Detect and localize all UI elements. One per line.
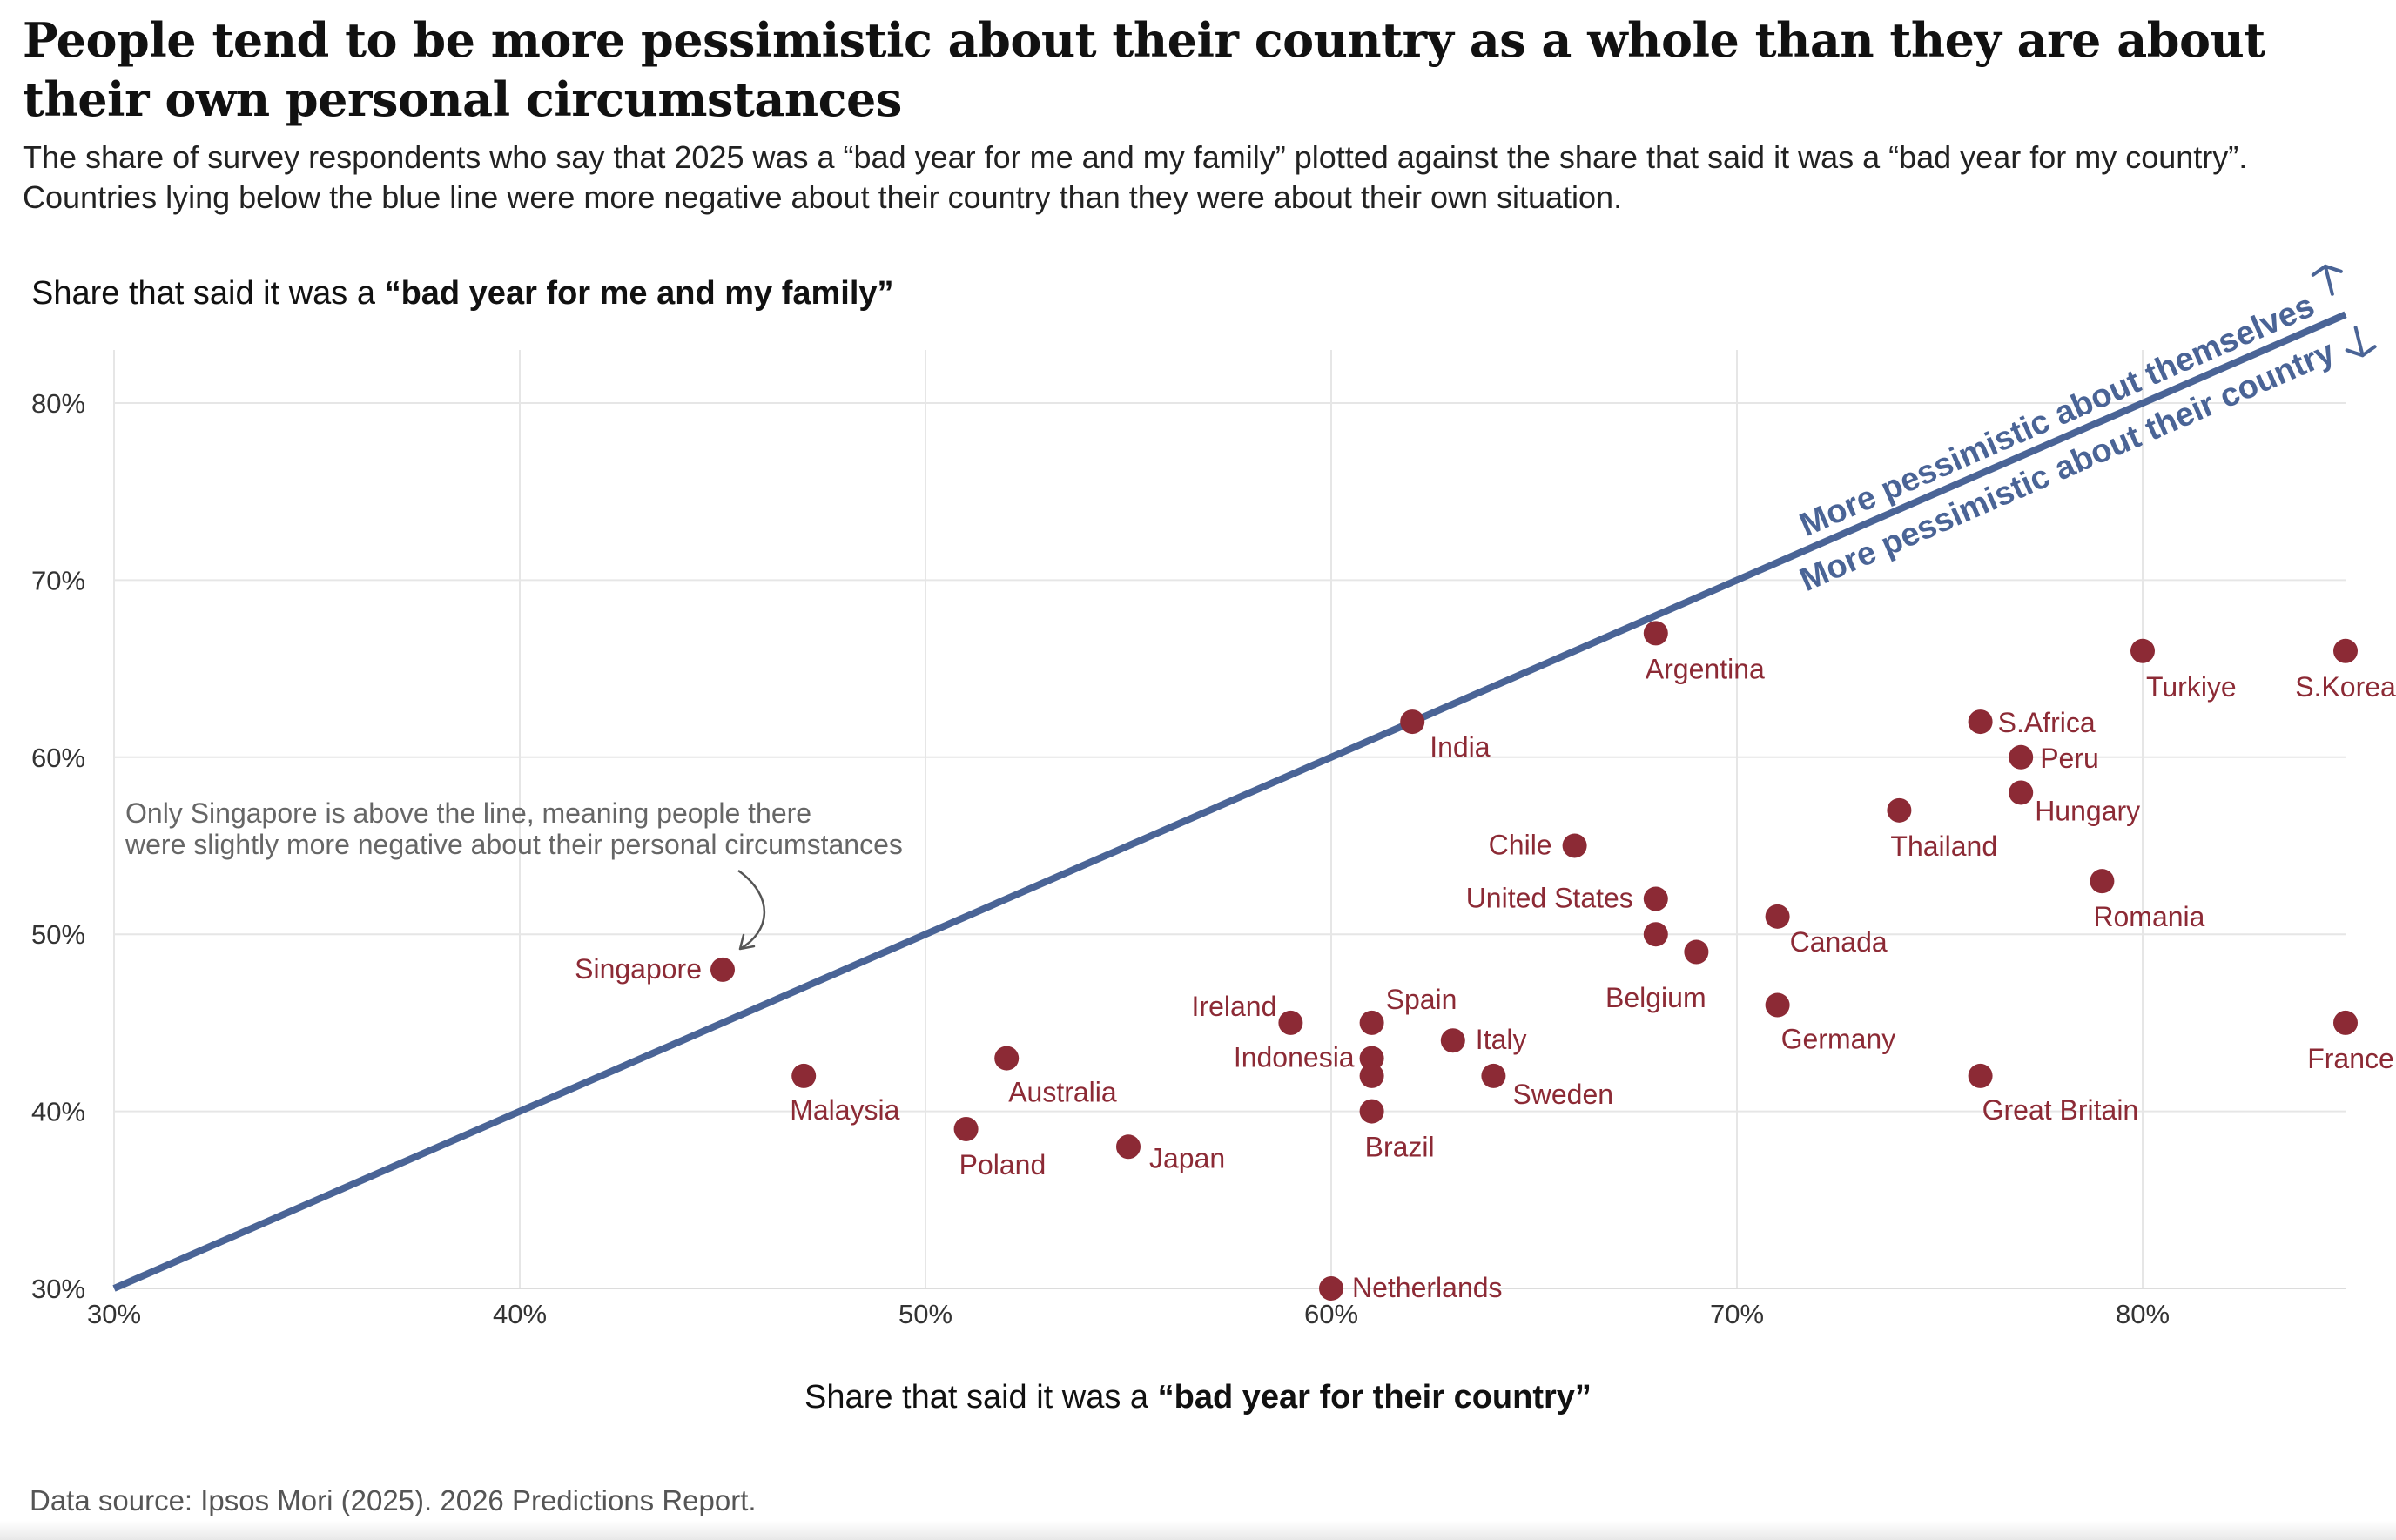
point-label: Hungary [2035, 795, 2140, 826]
point-label: S.Korea [2295, 671, 2396, 703]
annotation-arrowhead [738, 933, 756, 951]
data-point [2130, 638, 2155, 663]
y-tick-label: 40% [31, 1097, 85, 1127]
point-label: Australia [1008, 1077, 1117, 1108]
y-axis-title-prefix: Share that said it was a [31, 275, 385, 312]
x-tick-label: 60% [1304, 1299, 1358, 1329]
x-tick-label: 70% [1710, 1299, 1764, 1329]
point-label: Turkiye [2146, 671, 2237, 703]
data-point [1643, 621, 1668, 646]
x-tick-label: 80% [2116, 1299, 2170, 1329]
point-label: Argentina [1646, 653, 1765, 684]
data-point [1481, 1063, 1506, 1088]
data-point [1643, 886, 1668, 911]
x-tick-label: 30% [87, 1299, 141, 1329]
point-label: Belgium [1605, 982, 1706, 1013]
y-axis-title-bold: “bad year for me and my family” [384, 275, 894, 312]
data-point [1116, 1134, 1141, 1160]
data-point [1359, 1099, 1384, 1124]
point-label: Indonesia [1234, 1042, 1355, 1073]
point-label: Ireland [1192, 991, 1277, 1022]
y-tick-label: 30% [31, 1274, 85, 1304]
point-label: Netherlands [1352, 1272, 1503, 1303]
chart-title: People tend to be more pessimistic about… [23, 12, 2265, 127]
y-tick-label: 50% [31, 919, 85, 950]
data-point [1968, 1063, 1993, 1088]
data-point [1359, 1046, 1384, 1071]
annotation-text: Only Singapore is above the line, meanin… [125, 797, 811, 829]
point-label: Singapore [575, 953, 702, 985]
data-point [2333, 1010, 2358, 1035]
data-point [1359, 1010, 1384, 1035]
data-point [1765, 992, 1790, 1018]
data-point [2009, 780, 2034, 805]
point-label: Brazil [1365, 1132, 1435, 1163]
x-tick-label: 40% [493, 1299, 547, 1329]
annotation-text: were slightly more negative about their … [125, 829, 903, 860]
point-label: India [1430, 731, 1491, 763]
data-point [1765, 904, 1790, 929]
data-point [2009, 744, 2034, 770]
data-point [1887, 797, 1912, 823]
point-label: S.Africa [1998, 707, 2096, 738]
data-point [1319, 1276, 1343, 1301]
x-axis-title-bold: “bad year for their country” [1157, 1379, 1592, 1416]
data-point [1643, 922, 1668, 947]
diagonal-label-country: More pessimistic about their country [1794, 333, 2339, 599]
diagonal-label-themselves: More pessimistic about themselves [1794, 287, 2319, 543]
chart-subtitle: The share of survey respondents who say … [23, 139, 2248, 215]
point-label: Canada [1790, 926, 1888, 958]
point-label: Spain [1386, 984, 1457, 1015]
point-label: France [2307, 1043, 2394, 1074]
data-point [994, 1046, 1020, 1071]
point-label: Peru [2040, 743, 2099, 774]
data-point [1562, 833, 1587, 858]
point-label: Italy [1476, 1024, 1527, 1055]
y-tick-label: 70% [31, 565, 85, 595]
annotation-arrow [737, 869, 766, 951]
data-point [1968, 709, 1993, 735]
y-tick-label: 60% [31, 743, 85, 773]
data-point [953, 1116, 979, 1141]
point-label: Romania [2093, 901, 2204, 932]
bottom-edge [0, 1521, 2396, 1540]
data-point [1278, 1010, 1303, 1035]
point-label: Malaysia [790, 1094, 899, 1126]
y-axis-title: Share that said it was a “bad year for m… [31, 275, 894, 313]
data-point [1400, 709, 1425, 735]
point-label: Great Britain [1982, 1094, 2139, 1126]
point-label: Thailand [1890, 831, 1997, 862]
point-label: Chile [1489, 830, 1552, 861]
x-axis-title-prefix: Share that said it was a [804, 1379, 1158, 1416]
point-label: Germany [1781, 1024, 1896, 1055]
data-source: Data source: Ipsos Mori (2025). 2026 Pre… [30, 1484, 757, 1516]
arrow-up-icon [2311, 264, 2343, 296]
point-label: Sweden [1512, 1079, 1613, 1110]
data-point [2333, 638, 2358, 663]
data-point [710, 957, 735, 982]
data-point [1684, 939, 1709, 965]
data-point [791, 1063, 817, 1088]
data-point [1359, 1063, 1384, 1088]
point-label: United States [1466, 883, 1633, 914]
reference-line [112, 311, 2347, 1292]
data-point [2090, 869, 2115, 894]
arrow-down-icon [2345, 326, 2377, 358]
y-tick-label: 80% [31, 388, 85, 419]
x-axis-title: Share that said it was a “bad year for t… [0, 1379, 2396, 1416]
point-label: Japan [1149, 1142, 1225, 1173]
x-tick-label: 50% [898, 1299, 952, 1329]
data-point [1440, 1028, 1465, 1053]
point-label: Poland [959, 1149, 1047, 1180]
